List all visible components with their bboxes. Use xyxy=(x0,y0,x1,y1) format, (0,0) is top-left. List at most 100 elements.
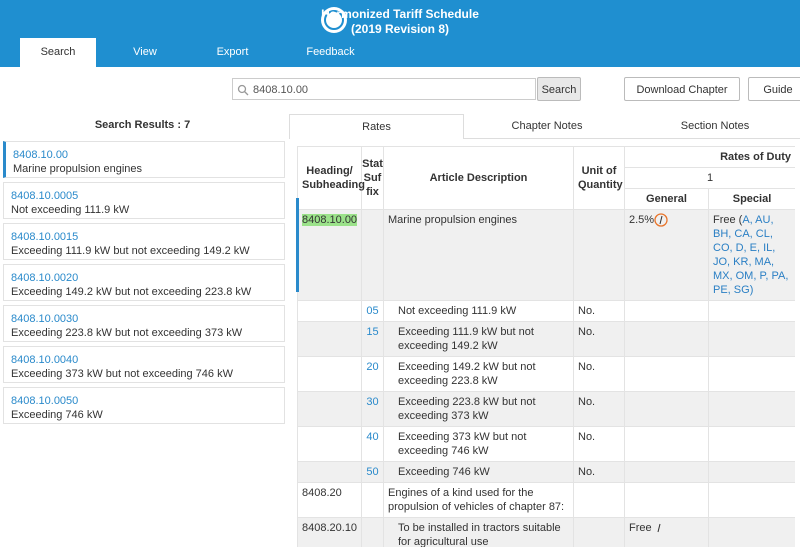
th-rates: Rates of Duty xyxy=(624,146,795,168)
th-column: 1 xyxy=(624,167,795,189)
search-button[interactable]: Search xyxy=(537,77,581,101)
table-row: 8408.20.10 To be installed in tractors su… xyxy=(297,517,795,547)
special-codes: A, AU, BH, CA, CL, CO, D, E, IL, JO, KR,… xyxy=(713,214,789,296)
rates-table-wrap: Heading/ Subheading Stat Suf fix Article… xyxy=(297,146,795,547)
cell-unit: No. xyxy=(573,321,625,357)
tab-search[interactable]: Search xyxy=(20,38,96,67)
cell-desc: Exceeding 373 kW but not exceeding 746 k… xyxy=(383,426,574,462)
cell-special xyxy=(708,300,795,322)
cell-desc: Not exceeding 111.9 kW xyxy=(383,300,574,322)
content-tab[interactable]: Section Notes xyxy=(630,114,800,139)
cell-desc: Engines of a kind used for the propulsio… xyxy=(383,482,574,518)
result-item[interactable]: 8408.10.0020 Exceeding 149.2 kW but not e… xyxy=(3,264,285,301)
result-code: 8408.10.0015 xyxy=(11,231,79,243)
cell-stat: 15 xyxy=(361,321,384,357)
cell-heading xyxy=(297,356,362,392)
cell-special xyxy=(708,517,795,547)
table-row: 50 Exceeding 746 kW No. xyxy=(297,461,795,483)
result-item[interactable]: 8408.10.00 Marine propulsion engines xyxy=(3,141,285,178)
result-desc: Not exceeding 111.9 kW xyxy=(11,204,130,216)
result-desc: Exceeding 746 kW xyxy=(11,409,103,421)
subtitle: (2019 Revision 8) xyxy=(350,22,450,36)
table-row: 40 Exceeding 373 kW but not exceeding 746… xyxy=(297,426,795,462)
cell-stat: 40 xyxy=(361,426,384,462)
result-item[interactable]: 8408.10.0005 Not exceeding 111.9 kW xyxy=(3,182,285,219)
result-code: 8408.10.0020 xyxy=(11,272,79,284)
cell-general xyxy=(624,482,709,518)
result-item[interactable]: 8408.10.0040 Exceeding 373 kW but not exc… xyxy=(3,346,285,383)
result-code: 8408.10.00 xyxy=(13,149,69,161)
footnote-icon[interactable] xyxy=(652,521,666,535)
cell-general xyxy=(624,356,709,392)
cell-general xyxy=(624,426,709,462)
cell-stat: 50 xyxy=(361,461,384,483)
cell-heading: 8408.20.10 xyxy=(297,517,362,547)
table-row: 05 Not exceeding 111.9 kW No. xyxy=(297,300,795,322)
content-tab[interactable]: Rates xyxy=(289,114,464,139)
th-unit: Unit of Quantity xyxy=(573,146,625,210)
tab-label: Search xyxy=(40,46,76,58)
th-heading: Heading/ Subheading xyxy=(297,146,365,210)
button-label: Search xyxy=(541,84,577,96)
tab-label: Section Notes xyxy=(680,120,750,132)
cell-heading xyxy=(297,426,362,462)
results-list: 8408.10.00 Marine propulsion engines 8408.… xyxy=(3,141,285,428)
general-rate: Free xyxy=(629,522,652,534)
result-code: 8408.10.0030 xyxy=(11,313,79,325)
search-input[interactable]: 8408.10.00 xyxy=(232,78,536,100)
cell-stat: 30 xyxy=(361,391,384,427)
cell-heading xyxy=(297,391,362,427)
result-code: 8408.10.0050 xyxy=(11,395,79,407)
th-special: Special xyxy=(708,188,795,210)
results-label: Search Results : 7 xyxy=(0,119,285,131)
cell-desc: Exceeding 746 kW xyxy=(383,461,574,483)
cell-desc: To be installed in tractors suitable for… xyxy=(383,517,574,547)
th-stat: Stat Suf fix xyxy=(361,146,384,210)
tab-label: Chapter Notes xyxy=(511,120,583,132)
download-button[interactable]: Download Chapter xyxy=(624,77,740,101)
cell-desc: Marine propulsion engines xyxy=(383,209,574,301)
cell-stat xyxy=(361,517,384,547)
cell-general: Free xyxy=(624,517,709,547)
cell-special xyxy=(708,426,795,462)
content-tab[interactable]: Chapter Notes xyxy=(464,114,630,139)
heading: 8408.20 xyxy=(302,487,342,499)
cell-stat: 05 xyxy=(361,300,384,322)
tab-export[interactable]: Export xyxy=(195,38,270,67)
results-count: Search Results : 7 xyxy=(94,119,191,131)
result-desc: Exceeding 373 kW but not exceeding 746 k… xyxy=(11,368,233,380)
cell-unit: No. xyxy=(573,300,625,322)
button-label: Download Chapter xyxy=(636,84,728,96)
cell-special xyxy=(708,356,795,392)
cell-special xyxy=(708,461,795,483)
table-row: 8408.10.00 Marine propulsion engines 2.5% F… xyxy=(297,209,795,301)
result-desc: Marine propulsion engines xyxy=(13,163,143,175)
tab-feedback[interactable]: Feedback xyxy=(288,38,373,67)
cell-heading xyxy=(297,321,362,357)
title: Harmonized Tariff Schedule xyxy=(321,7,479,21)
result-item[interactable]: 8408.10.0015 Exceeding 111.9 kW but not e… xyxy=(3,223,285,260)
tab-view[interactable]: View xyxy=(110,38,180,67)
row-highlight-bar xyxy=(296,198,299,292)
header: Harmonized Tariff Schedule (2019 Revisio… xyxy=(0,0,800,67)
cell-general xyxy=(624,321,709,357)
cell-heading xyxy=(297,300,362,322)
cell-heading: 8408.10.00 xyxy=(297,209,362,301)
result-item[interactable]: 8408.10.0030 Exceeding 223.8 kW but not e… xyxy=(3,305,285,342)
guide-button[interactable]: Guide xyxy=(748,77,800,101)
search-icon xyxy=(237,84,249,96)
cell-stat xyxy=(361,209,384,301)
table-row: 15 Exceeding 111.9 kW but not exceeding 1… xyxy=(297,321,795,357)
table-row: 8408.20 Engines of a kind used for the pr… xyxy=(297,482,795,518)
table-row: 20 Exceeding 149.2 kW but not exceeding 2… xyxy=(297,356,795,392)
seal-logo xyxy=(321,7,347,33)
footnote-icon[interactable] xyxy=(654,213,668,227)
general-rate: 2.5% xyxy=(629,214,655,226)
cell-unit: No. xyxy=(573,426,625,462)
cell-desc: Exceeding 111.9 kW but not exceeding 149… xyxy=(383,321,574,357)
cell-general: 2.5% xyxy=(624,209,709,301)
result-item[interactable]: 8408.10.0050 Exceeding 746 kW xyxy=(3,387,285,424)
special-prefix: Free ( xyxy=(713,214,743,226)
